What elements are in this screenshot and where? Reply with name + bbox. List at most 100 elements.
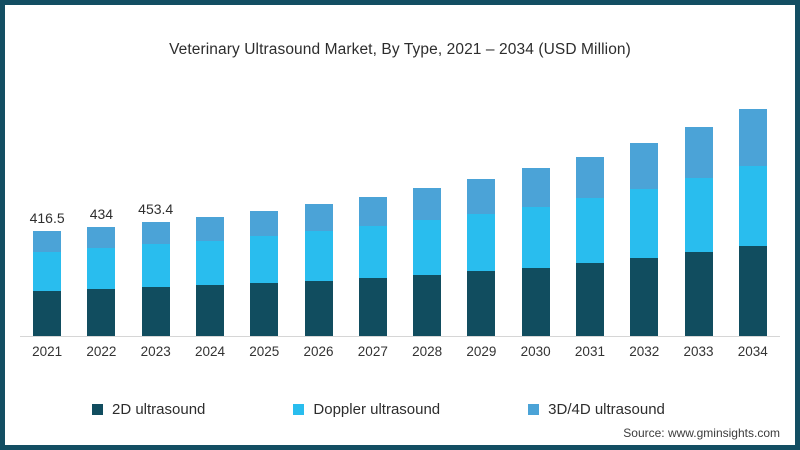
plot-area: 416.5 434 453.4	[20, 95, 780, 337]
bar-segment-2d-ultrasound	[304, 280, 333, 336]
x-tick-label: 2034	[737, 344, 768, 359]
bar-segment-2d-ultrasound	[521, 267, 550, 336]
bar-group-2022: 434	[74, 95, 128, 336]
x-tick-label: 2030	[520, 344, 551, 359]
stacked-bar	[521, 168, 550, 336]
bar-total-label: 416.5	[29, 210, 65, 227]
bar-segment-3d-4d-ultrasound	[358, 196, 387, 227]
stacked-bar	[738, 109, 767, 336]
bar-segment-doppler-ultrasound	[358, 226, 387, 278]
bar-segment-doppler-ultrasound	[141, 244, 170, 288]
x-tick-label: 2026	[303, 344, 334, 359]
bar-segment-3d-4d-ultrasound	[521, 168, 550, 207]
bar-group-2031	[563, 95, 617, 336]
bar-segment-2d-ultrasound	[738, 245, 767, 336]
bar-segment-2d-ultrasound	[141, 287, 170, 336]
bar-segment-3d-4d-ultrasound	[87, 227, 116, 248]
legend-item-doppler-ultrasound: Doppler ultrasound	[293, 401, 440, 418]
bar-group-2029	[454, 95, 508, 336]
stacked-bar	[413, 188, 442, 336]
bar-group-2024	[183, 95, 237, 336]
bar-segment-2d-ultrasound	[87, 288, 116, 336]
legend-label: 3D/4D ultrasound	[548, 401, 665, 418]
bar-total-label: 434	[89, 206, 114, 223]
bar-group-2027	[346, 95, 400, 336]
bar-segment-doppler-ultrasound	[630, 188, 659, 258]
bar-group-2025	[237, 95, 291, 336]
bar-segment-3d-4d-ultrasound	[33, 231, 62, 252]
bar-segment-3d-4d-ultrasound	[304, 203, 333, 232]
bar-segment-3d-4d-ultrasound	[575, 156, 604, 199]
legend-label: Doppler ultrasound	[313, 401, 441, 418]
bar-segment-2d-ultrasound	[250, 283, 279, 336]
bar-segment-doppler-ultrasound	[250, 236, 279, 283]
bar-segment-3d-4d-ultrasound	[630, 142, 659, 189]
bar-segment-doppler-ultrasound	[684, 177, 713, 253]
stacked-bar	[87, 227, 116, 336]
bar-segment-3d-4d-ultrasound	[141, 222, 170, 245]
bar-segment-doppler-ultrasound	[195, 240, 224, 286]
x-tick-label: 2033	[683, 344, 714, 359]
stacked-bar	[250, 210, 279, 336]
bar-segment-2d-ultrasound	[358, 277, 387, 336]
legend: 2D ultrasound Doppler ultrasound 3D/4D ult…	[92, 401, 665, 418]
x-tick-label: 2024	[194, 344, 225, 359]
stacked-bar	[467, 178, 496, 336]
x-tick-label: 2028	[412, 344, 443, 359]
bar-segment-2d-ultrasound	[630, 257, 659, 336]
bar-segment-3d-4d-ultrasound	[738, 109, 767, 166]
bar-segment-doppler-ultrasound	[575, 198, 604, 263]
x-tick-label: 2022	[86, 344, 117, 359]
bar-group-2032	[617, 95, 671, 336]
x-tick-label: 2031	[574, 344, 605, 359]
bar-group-2023: 453.4	[129, 95, 183, 336]
stacked-bar	[358, 196, 387, 336]
x-tick-label: 2027	[357, 344, 388, 359]
bar-total-label: 453.4	[138, 201, 174, 218]
bar-segment-3d-4d-ultrasound	[195, 217, 224, 241]
bar-segment-2d-ultrasound	[33, 290, 62, 336]
x-axis-labels: 2021 2022 2023 2024 2025 2026 2027 2028 2029 2030…	[20, 344, 780, 359]
x-tick-label: 2021	[32, 344, 63, 359]
stacked-bar	[33, 231, 62, 336]
bar-segment-doppler-ultrasound	[33, 251, 62, 291]
bar-segment-3d-4d-ultrasound	[413, 188, 442, 221]
legend-swatch-icon	[528, 404, 540, 415]
stacked-bar	[630, 142, 659, 336]
bar-group-2028	[400, 95, 454, 336]
x-tick-label: 2025	[249, 344, 280, 359]
bar-segment-doppler-ultrasound	[413, 220, 442, 275]
chart-title: Veterinary Ultrasound Market, By Type, 2…	[169, 41, 631, 58]
stacked-bar	[575, 156, 604, 336]
bar-segment-doppler-ultrasound	[467, 213, 496, 272]
bar-group-2026	[291, 95, 345, 336]
bar-segment-doppler-ultrasound	[87, 247, 116, 289]
bar-segment-3d-4d-ultrasound	[684, 127, 713, 178]
bar-segment-doppler-ultrasound	[521, 206, 550, 268]
bar-segment-3d-4d-ultrasound	[250, 210, 279, 237]
bar-group-2021: 416.5	[20, 95, 74, 336]
bar-segment-2d-ultrasound	[575, 263, 604, 336]
bar-group-2030	[509, 95, 563, 336]
bar-segment-2d-ultrasound	[413, 274, 442, 336]
bar-segment-doppler-ultrasound	[304, 231, 333, 281]
bar-segment-2d-ultrasound	[684, 252, 713, 336]
legend-item-2d-ultrasound: 2D ultrasound	[92, 401, 205, 418]
legend-swatch-icon	[92, 404, 103, 415]
bar-group-2033	[671, 95, 725, 336]
source-attribution: Source: www.gminsights.com	[623, 426, 780, 440]
bar-segment-3d-4d-ultrasound	[467, 178, 496, 214]
stacked-bar	[195, 217, 224, 336]
bar-group-2034	[726, 95, 780, 336]
legend-label: 2D ultrasound	[112, 401, 206, 418]
stacked-bar	[304, 203, 333, 336]
bar-segment-2d-ultrasound	[467, 271, 496, 336]
legend-swatch-icon	[293, 404, 305, 415]
x-tick-label: 2032	[629, 344, 660, 359]
legend-item-3d-4d-ultrasound: 3D/4D ultrasound	[528, 401, 665, 418]
bar-segment-doppler-ultrasound	[738, 165, 767, 246]
stacked-bar	[684, 127, 713, 336]
bar-segment-2d-ultrasound	[195, 285, 224, 336]
x-tick-label: 2023	[140, 344, 171, 359]
